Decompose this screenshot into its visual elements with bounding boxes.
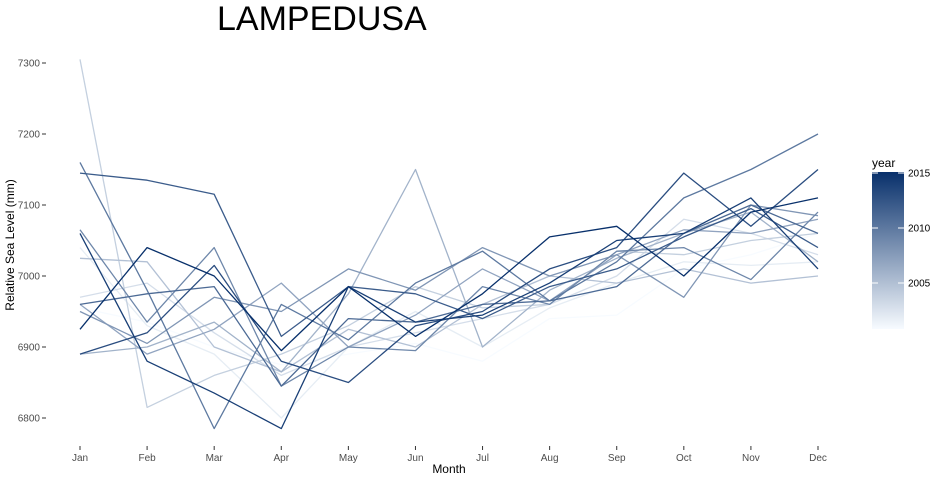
legend-tick-label: 2005 bbox=[908, 279, 931, 290]
x-axis-title: Month bbox=[432, 462, 465, 476]
x-tick-label: Dec bbox=[809, 453, 827, 464]
series-line-2015 bbox=[79, 197, 819, 352]
y-tick-label: 7100 bbox=[18, 201, 41, 212]
series-lines bbox=[79, 59, 819, 430]
x-tick-label: Apr bbox=[273, 453, 289, 464]
x-tick-label: Nov bbox=[742, 453, 760, 464]
series-line-2009 bbox=[79, 211, 819, 387]
series-line-2012 bbox=[79, 172, 819, 338]
series-line-2004 bbox=[79, 59, 819, 409]
series-line-2014 bbox=[79, 197, 819, 430]
series-line-2007 bbox=[79, 218, 819, 355]
legend-title: year bbox=[872, 156, 895, 170]
x-tick-label: Jul bbox=[476, 453, 489, 464]
x-tick-label: Mar bbox=[206, 453, 224, 464]
y-tick-label: 6800 bbox=[18, 414, 41, 425]
series-line-2010 bbox=[79, 133, 819, 430]
x-tick-label: Aug bbox=[541, 453, 559, 464]
legend-tick-label: 2010 bbox=[908, 224, 931, 235]
x-tick-label: Feb bbox=[138, 453, 156, 464]
y-axis-title: Relative Sea Level (mm) bbox=[3, 179, 17, 310]
series-line-2006 bbox=[79, 168, 819, 373]
legend-colorbar bbox=[872, 172, 904, 329]
y-tick-label: 6900 bbox=[18, 343, 41, 354]
x-tick-label: Jan bbox=[72, 453, 88, 464]
x-tick-label: Oct bbox=[676, 453, 692, 464]
x-tick-label: May bbox=[339, 453, 358, 464]
y-axis: 6800 6900 7000 7100 7200 7300 bbox=[18, 59, 46, 425]
x-axis: Jan Feb Mar Apr May Jun Jul Aug Sep Oct Nov Dec bbox=[72, 446, 827, 464]
series-line-2011 bbox=[79, 204, 819, 387]
series-line-2013 bbox=[79, 169, 819, 384]
series-line-2002 bbox=[79, 247, 819, 419]
y-tick-label: 7300 bbox=[18, 59, 41, 70]
legend: year 2005 2010 2015 bbox=[872, 156, 931, 329]
x-tick-label: Jun bbox=[407, 453, 423, 464]
series-line-2008 bbox=[79, 204, 819, 345]
legend-tick-label: 2015 bbox=[908, 169, 931, 180]
series-line-2001 bbox=[79, 232, 819, 366]
chart-title: LAMPEDUSA bbox=[217, 0, 427, 38]
x-tick-label: Sep bbox=[608, 453, 626, 464]
y-tick-label: 7200 bbox=[18, 130, 41, 141]
legend-ticks: 2005 2010 2015 bbox=[872, 169, 931, 290]
y-tick-label: 7000 bbox=[18, 272, 41, 283]
